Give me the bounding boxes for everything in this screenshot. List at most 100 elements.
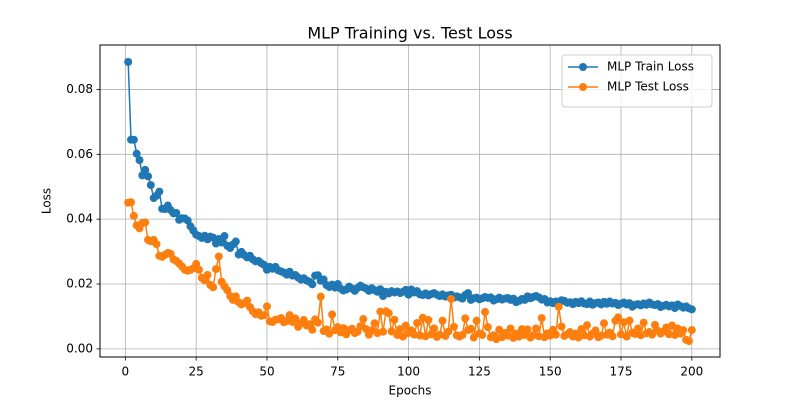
series-marker [141,165,150,174]
series-marker [478,330,487,339]
series-marker [483,323,492,332]
legend-marker [579,83,587,91]
series-marker [209,283,218,292]
series-marker [203,270,212,279]
series-marker [155,187,164,196]
legend-marker [579,63,587,71]
series-marker [211,265,220,274]
legend-box [561,54,713,108]
series-marker [144,172,153,181]
series-marker [625,316,634,325]
series-marker [554,302,563,311]
series-marker [648,330,657,339]
series-marker [523,325,532,334]
series-marker [466,324,475,333]
series-marker [214,252,223,261]
series-marker [608,332,617,341]
series-marker [438,316,447,325]
series-marker [308,325,317,334]
series-marker [127,198,136,207]
series-marker [687,305,696,314]
series-marker [481,307,490,316]
series-marker [557,322,566,331]
y-tick-label: 0.02 [66,277,93,291]
series-marker [146,181,155,190]
legend: MLP Train Loss MLP Test Loss [561,54,713,108]
series-marker [430,324,439,333]
series-marker [684,337,693,346]
y-tick-label: 0.04 [66,212,93,226]
x-axis-label: Epochs [389,384,432,398]
series-marker [537,314,546,323]
series-marker [172,209,181,217]
series-marker [328,310,337,319]
legend-label: MLP Test Loss [607,80,689,94]
x-tick-label: 150 [539,365,562,379]
series-marker [129,135,138,144]
series-marker [532,324,541,333]
series-marker [413,318,422,327]
series-marker [506,324,515,333]
series-marker [220,232,229,241]
series-marker [129,211,138,220]
series-marker [132,149,141,158]
x-tick-label: 100 [397,365,420,379]
series-marker [472,316,481,325]
series-marker [551,330,560,339]
series-marker [461,314,470,323]
series-line [128,201,693,342]
series-marker [622,332,631,341]
series-marker [600,319,609,328]
x-tick-label: 75 [330,365,345,379]
series-marker [231,237,240,246]
series-marker [687,326,696,335]
series-marker [291,314,300,323]
y-axis-label: Loss [40,188,54,214]
plot-area [124,57,696,346]
series-marker [379,327,388,336]
x-tick-label: 200 [680,365,703,379]
series-marker [449,322,458,331]
series-marker [260,311,269,320]
y-tick-label: 0.08 [66,82,93,96]
y-tick-label: 0.00 [66,341,93,355]
y-tick-label: 0.06 [66,147,93,161]
series-marker [359,315,368,324]
series-marker [634,324,643,333]
series-marker [444,327,453,336]
series-marker [135,156,144,165]
series-marker [152,240,161,249]
series-marker [308,280,317,289]
series-marker [243,296,252,305]
x-tick-label: 125 [468,365,491,379]
series-marker [376,307,385,316]
series-marker [262,302,271,311]
chart-title: MLP Training vs. Test Loss [307,24,512,43]
axes-frame [99,44,721,358]
series-marker [370,319,379,328]
series-marker [639,318,648,327]
series-marker [316,292,325,301]
series-marker [583,321,592,330]
x-tick-label: 50 [259,365,274,379]
series-marker [124,57,133,66]
series-marker [401,321,410,330]
series-marker [458,330,467,339]
series-marker [390,315,399,324]
series-marker [469,333,478,342]
series-marker [313,318,322,327]
series-marker [464,289,473,298]
series-marker [194,265,203,274]
series-marker [614,313,623,322]
x-tick-label: 0 [122,365,130,379]
series-marker [577,325,586,334]
series-marker [679,326,688,335]
series-marker [141,218,150,227]
series-marker [447,294,456,303]
series-marker [424,316,433,325]
x-tick-label: 175 [610,365,633,379]
series-marker [591,326,600,335]
legend-label: MLP Train Loss [607,60,694,74]
